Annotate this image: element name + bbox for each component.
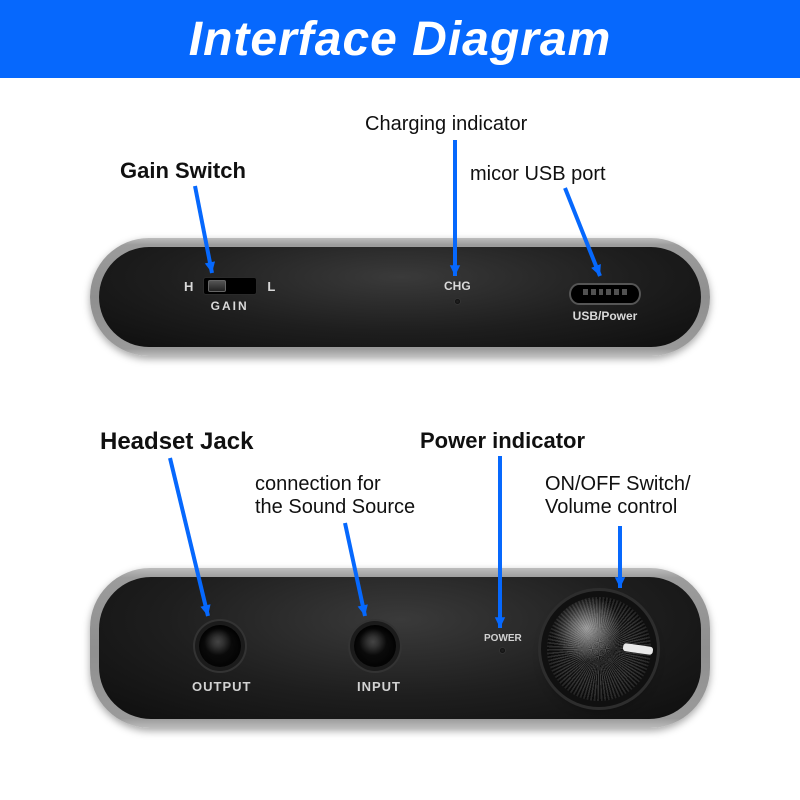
gain-label-h: H	[184, 279, 193, 294]
output-jack-label: OUTPUT	[192, 679, 251, 694]
input-jack-icon	[354, 625, 396, 667]
gain-label-l: L	[267, 279, 275, 294]
callout-charging-indicator: Charging indicator	[365, 113, 527, 136]
callout-headset-jack: Headset Jack	[100, 428, 253, 456]
device-panel-top-face: H L GAIN CHG USB/Power	[99, 247, 701, 347]
diagram-canvas: H L GAIN CHG USB/Power	[0, 78, 800, 800]
power-indicator-block: POWER	[484, 633, 522, 653]
micro-usb-port-icon	[569, 283, 641, 305]
header-bar: Interface Diagram	[0, 0, 800, 78]
charging-indicator-block: CHG	[444, 279, 471, 304]
device-panel-bottom: OUTPUT INPUT POWER	[90, 568, 710, 728]
callout-sound-source: connection for the Sound Source	[255, 473, 415, 519]
callout-power-indicator: Power indicator	[420, 428, 585, 454]
chg-label: CHG	[444, 279, 471, 293]
input-jack-label: INPUT	[357, 679, 401, 694]
power-label: POWER	[484, 633, 522, 644]
output-jack-icon	[199, 625, 241, 667]
callout-on-off: ON/OFF Switch/ Volume control	[545, 473, 691, 519]
usb-label: USB/Power	[573, 309, 638, 323]
page-title: Interface Diagram	[189, 12, 612, 67]
callout-gain-switch: Gain Switch	[120, 158, 246, 184]
power-led-icon	[500, 648, 505, 653]
gain-switch-block: H L GAIN	[184, 277, 275, 313]
device-panel-bottom-face: OUTPUT INPUT POWER	[99, 577, 701, 719]
gain-label-under: GAIN	[184, 299, 275, 313]
gain-switch-knob	[208, 280, 226, 292]
usb-port-block: USB/Power	[569, 283, 641, 323]
gain-switch	[203, 277, 257, 295]
device-panel-top: H L GAIN CHG USB/Power	[90, 238, 710, 356]
volume-knob-icon	[547, 597, 651, 701]
chg-led-icon	[455, 299, 460, 304]
callout-micro-usb: micor USB port	[470, 163, 606, 186]
